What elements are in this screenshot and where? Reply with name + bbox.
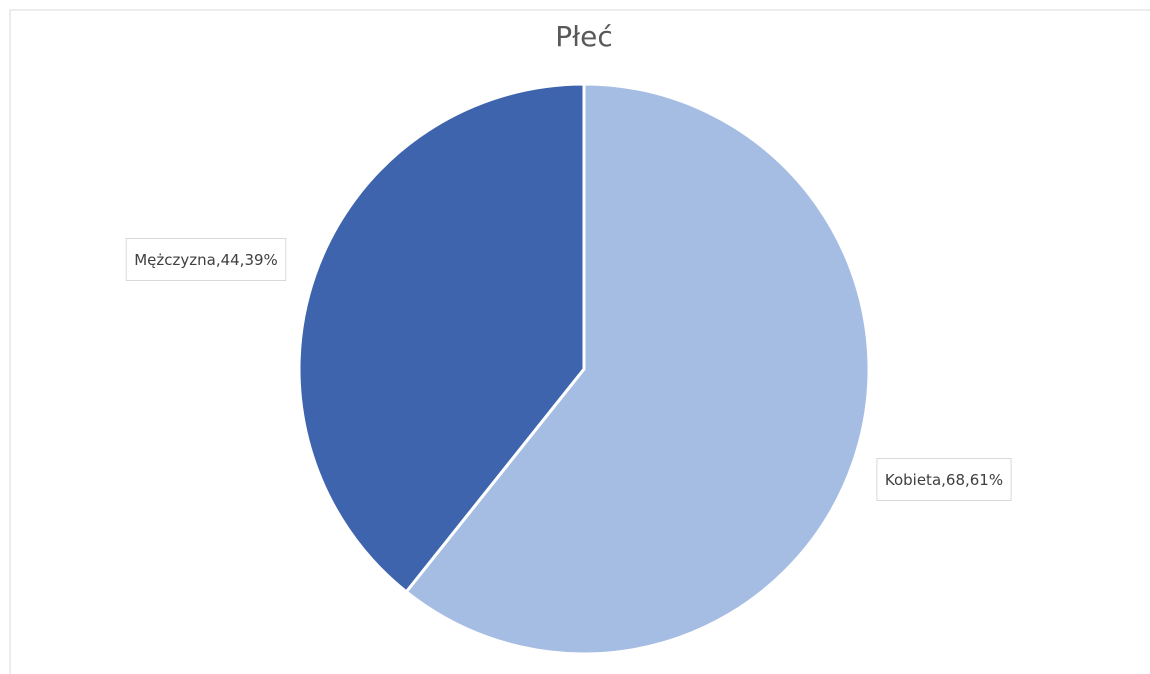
pie-slice <box>297 82 586 594</box>
chart-border <box>9 9 1150 674</box>
data-label-category: Mężczyzna <box>134 251 216 269</box>
data-label-box <box>125 238 287 281</box>
data-label-value: ,68,61% <box>941 471 1003 489</box>
pie-slice <box>404 82 871 656</box>
data-label-category: Kobieta <box>885 471 941 489</box>
data-label-box <box>876 458 1012 501</box>
chart-title: Płeć <box>555 20 612 53</box>
data-label-value: ,44,39% <box>216 251 278 269</box>
data-label: Kobieta,68,61% <box>885 471 1003 489</box>
data-label: Mężczyzna,44,39% <box>134 251 278 269</box>
